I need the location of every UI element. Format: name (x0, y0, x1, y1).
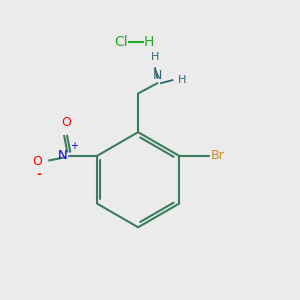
Text: Cl: Cl (114, 34, 128, 49)
Text: -: - (37, 168, 42, 182)
Text: H: H (178, 75, 187, 85)
Text: O: O (61, 116, 71, 129)
Text: Br: Br (211, 149, 224, 162)
Text: H: H (144, 34, 154, 49)
Text: O: O (32, 155, 42, 168)
Text: +: + (70, 141, 78, 151)
Text: H: H (151, 52, 159, 62)
Text: N: N (153, 69, 162, 82)
Text: N: N (58, 149, 67, 162)
